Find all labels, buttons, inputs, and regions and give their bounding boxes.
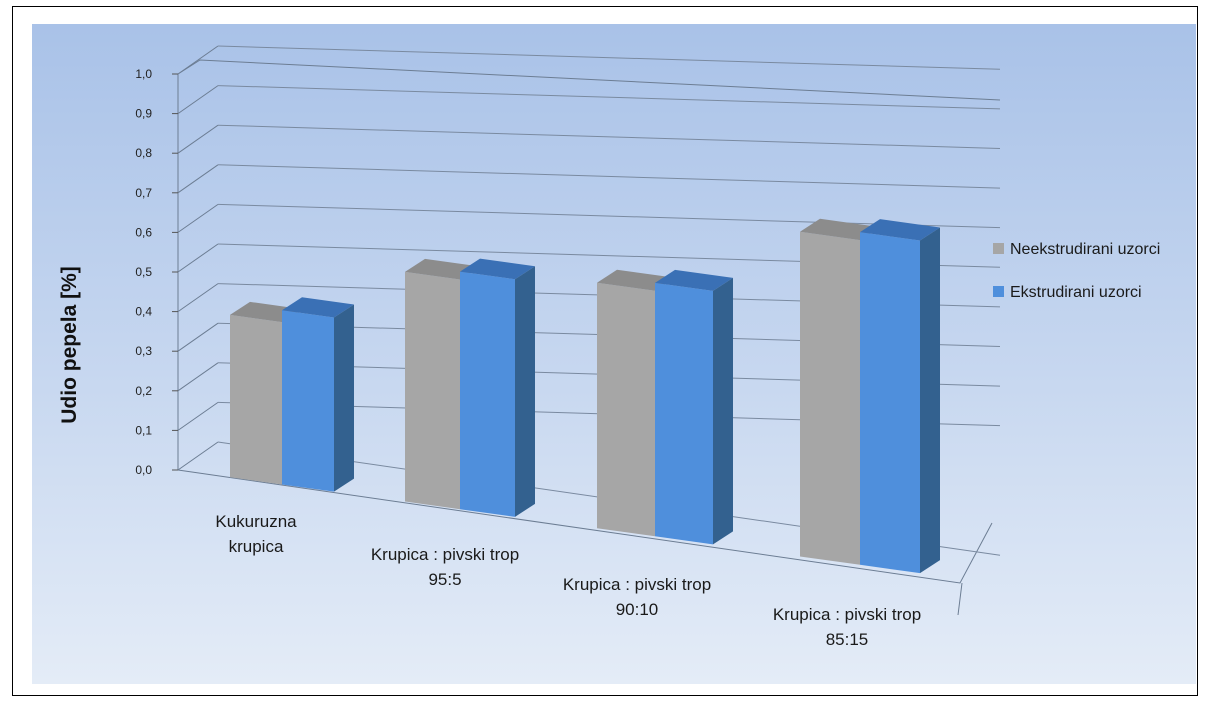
gridline-diagonal: [177, 203, 219, 233]
gridline-diagonal: [177, 45, 219, 75]
x-tick-label: krupica: [229, 537, 284, 556]
bar-side-1-0: [334, 304, 354, 492]
x-tick-label: Krupica : pivski trop: [371, 545, 519, 564]
legend-swatch: [993, 286, 1004, 297]
bar-side-1-1: [515, 266, 535, 517]
bar-front-0-3: [800, 231, 860, 565]
gridline: [217, 164, 1001, 189]
gridline-diagonal: [177, 283, 219, 313]
y-tick-label: 0,6: [135, 225, 152, 239]
gridline-diagonal: [177, 362, 219, 392]
y-tick-label: 0,8: [135, 146, 152, 160]
bar-top-1-0: [282, 297, 354, 318]
x-tick-label: 85:15: [826, 630, 869, 649]
y-tick-label: 0,1: [135, 423, 152, 437]
bar-front-1-3: [860, 232, 920, 574]
gridline: [217, 203, 1001, 229]
bar-front-1-0: [282, 310, 334, 492]
y-axis-label: Udio pepela [%]: [58, 266, 81, 424]
y-tick-label: 0,7: [135, 186, 152, 200]
x-tick-label: Krupica : pivski trop: [773, 605, 921, 624]
bar-front-0-2: [597, 282, 655, 537]
y-tick-label: 0,5: [135, 265, 152, 279]
gridline: [217, 85, 1001, 110]
gridline-diagonal: [177, 243, 219, 273]
gridline: [217, 45, 1001, 70]
y-tick-label: 1,0: [135, 67, 152, 81]
y-axis: 0,0 0,1 0,2 0,3 0,4 0,5 0,6 0,7 0,8 0,9 1,0: [135, 67, 178, 477]
gridline-diagonal: [177, 401, 219, 431]
y-tick-label: 0,2: [135, 384, 152, 398]
legend-swatch: [993, 243, 1004, 254]
y-tick-label: 0,9: [135, 107, 152, 121]
bar-front-0-0: [230, 314, 282, 485]
gridline-diagonal: [177, 164, 219, 194]
bar-front-1-2: [655, 282, 713, 545]
floor-outline: [177, 469, 993, 584]
bar-front-1-1: [460, 271, 515, 517]
bar-top-1-2: [655, 269, 733, 291]
gridline: [217, 124, 1001, 149]
bar-front-0-1: [405, 271, 460, 510]
x-axis: Kukuruzna krupica Krupica : pivski trop 95:…: [215, 512, 921, 649]
x-tick-label: Kukuruzna: [215, 512, 297, 531]
gridline-diagonal: [177, 441, 219, 471]
y-tick-label: 0,3: [135, 344, 152, 358]
gridline-diagonal: [177, 322, 219, 352]
bars: [230, 218, 940, 574]
x-tick-label: 95:5: [428, 570, 461, 589]
gridline-diagonal: [177, 85, 219, 115]
legend-label: Neekstrudirani uzorci: [1010, 241, 1160, 258]
legend-label: Ekstrudirani uzorci: [1010, 284, 1142, 301]
bar-top-1-1: [460, 258, 535, 280]
x-tick-label: 90:10: [616, 600, 659, 619]
y-tick-label: 0,4: [135, 305, 152, 319]
bar-top-1-3: [860, 219, 940, 241]
y-tick-label: 0,0: [135, 463, 152, 477]
gridline-diagonal: [177, 124, 219, 154]
axis-corner-line: [957, 582, 963, 616]
legend: Neekstrudirani uzorci Ekstrudirani uzorci: [993, 241, 1160, 301]
bar-side-1-3: [920, 227, 940, 574]
x-tick-label: Krupica : pivski trop: [563, 575, 711, 594]
bar-side-1-2: [713, 277, 733, 545]
